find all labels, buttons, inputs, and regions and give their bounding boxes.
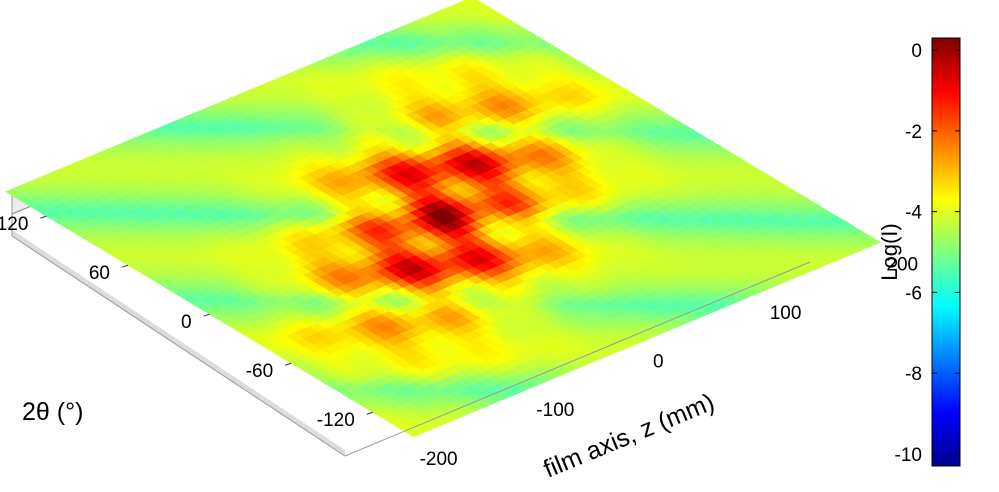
- tick-label: 120: [0, 214, 28, 235]
- front-left-edge: [11, 196, 346, 457]
- floor-front-left: [12, 230, 345, 456]
- colorbar-gradient: [931, 37, 961, 467]
- tick-label: -100: [536, 400, 574, 421]
- tick-label: -60: [246, 361, 273, 382]
- tick-label: 100: [770, 303, 802, 324]
- front-right-edge: [344, 261, 811, 457]
- colorbar: 0 -2 -4 -6 -8 -10 Log(I): [877, 37, 961, 467]
- intensity-surface: [4, 0, 882, 438]
- tick-label: -4: [905, 203, 922, 224]
- colorbar-ticks: 0 -2 -4 -6 -8 -10: [895, 41, 960, 466]
- tick-mark: [285, 362, 292, 366]
- tick-label: -6: [905, 283, 922, 304]
- film-axis-ticks: -200 -100 0 100 200: [420, 254, 919, 469]
- tick-label: 0: [181, 312, 192, 333]
- tick-label: -10: [895, 445, 922, 466]
- tick-label: 60: [89, 263, 110, 284]
- tick-label: -200: [420, 449, 458, 470]
- tick-label: -2: [905, 122, 922, 143]
- y-axis-label: 2θ (°): [22, 398, 83, 426]
- colorbar-label: Log(I): [877, 223, 902, 280]
- tick-mark: [366, 411, 373, 415]
- tick-label: -120: [317, 410, 355, 431]
- two-theta-ticks: -120 -60 0 60 120: [0, 214, 373, 431]
- tick-mark: [203, 313, 210, 317]
- tick-label: 0: [911, 41, 922, 62]
- tick-mark: [40, 215, 47, 219]
- tick-label: 200: [886, 254, 918, 275]
- tick-mark: [121, 264, 129, 268]
- tick-label: -8: [905, 364, 922, 385]
- tick-label: 0: [653, 352, 664, 373]
